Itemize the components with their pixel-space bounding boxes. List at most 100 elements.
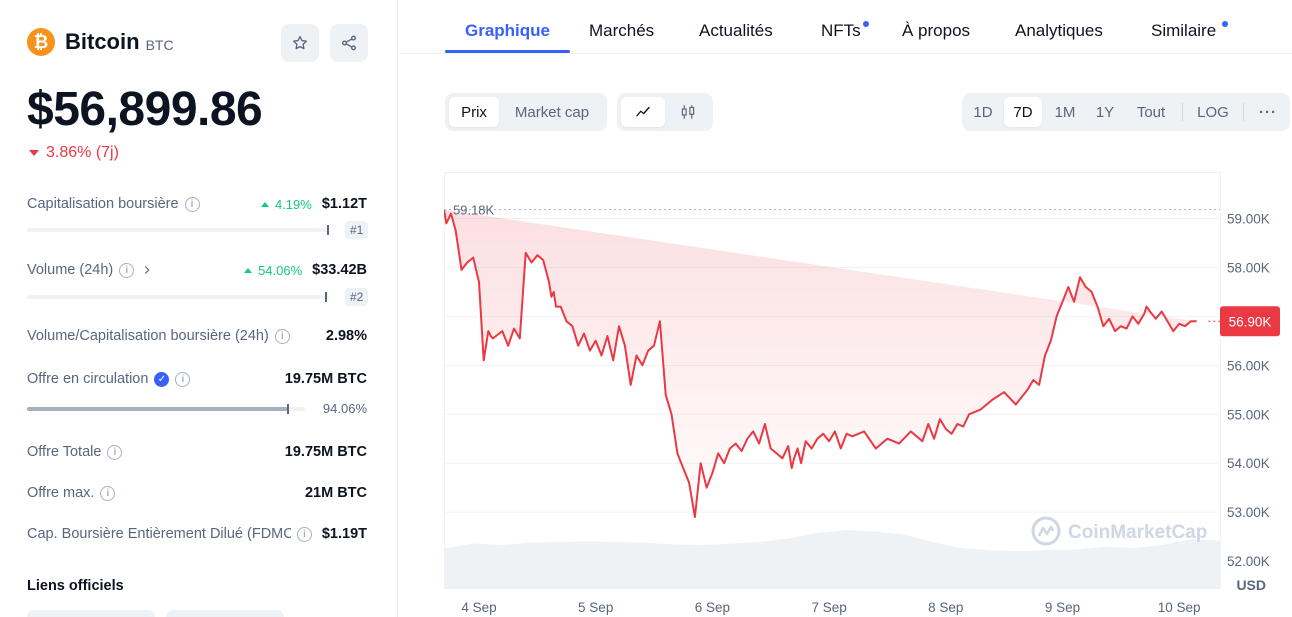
total-supply-value: 19.75M BTC bbox=[284, 444, 367, 460]
stat-label: Offre max. i bbox=[27, 485, 116, 501]
verified-check-icon: ✓ bbox=[154, 371, 170, 387]
stat-label: Offre en circulation ✓ i bbox=[27, 371, 191, 387]
circulating-supply-percent: 94.06% bbox=[322, 401, 367, 416]
divider bbox=[1182, 103, 1183, 121]
info-icon[interactable]: i bbox=[297, 526, 312, 542]
more-options-button[interactable]: ··· bbox=[1259, 103, 1277, 121]
market-cap-change: 4.19% bbox=[260, 196, 312, 212]
range-toggle: 1D 7D 1M 1Y Tout LOG ··· bbox=[962, 93, 1290, 131]
info-icon[interactable]: i bbox=[100, 485, 116, 501]
coin-header: ₿ Bitcoin BTC bbox=[27, 28, 174, 56]
range-all[interactable]: Tout bbox=[1136, 103, 1166, 121]
range-7d[interactable]: 7D bbox=[1004, 97, 1042, 127]
chart-type-toggle bbox=[617, 93, 713, 131]
tab-graphique[interactable]: Graphique bbox=[465, 21, 551, 40]
high-price-label: 59.18K bbox=[453, 203, 495, 218]
divider bbox=[1243, 103, 1244, 121]
tab-marches[interactable]: Marchés bbox=[589, 21, 655, 40]
stat-volume-mcap: Volume/Capitalisation boursière (24h) i … bbox=[27, 328, 367, 344]
stat-label-text: Capitalisation boursière bbox=[27, 196, 179, 212]
stat-label-text: Offre Totale bbox=[27, 444, 102, 460]
current-price: $56,899.86 bbox=[27, 83, 263, 136]
stat-volume: Volume (24h) i 54.06% $33.42B bbox=[27, 262, 367, 278]
volume-area bbox=[444, 530, 1220, 588]
metric-option-market-cap[interactable]: Market cap bbox=[514, 103, 590, 121]
metric-toggle: Prix Market cap bbox=[445, 93, 607, 131]
info-icon[interactable]: i bbox=[175, 371, 191, 387]
market-cap-rank: #1 bbox=[345, 221, 369, 239]
stat-label-text: Offre max. bbox=[27, 485, 95, 501]
max-supply-value: 21M BTC bbox=[304, 485, 367, 501]
down-arrow-icon bbox=[29, 150, 39, 156]
coin-symbol: BTC bbox=[145, 36, 174, 53]
tab-actualites[interactable]: Actualités bbox=[699, 21, 773, 40]
volume-mcap-value: 2.98% bbox=[325, 328, 367, 344]
official-link-pill[interactable] bbox=[27, 610, 155, 617]
price-chart-svg: 59.00K58.00K57.00K56.00K55.00K54.00K53.0… bbox=[443, 172, 1280, 615]
tab-analytiques[interactable]: Analytiques bbox=[1015, 21, 1103, 40]
bar-marker bbox=[327, 225, 329, 235]
current-price-tag bbox=[1220, 306, 1280, 337]
stat-label-text: Volume (24h) bbox=[27, 262, 114, 278]
circulating-supply-bar bbox=[27, 404, 305, 414]
x-tick-label: 4 Sep bbox=[461, 600, 496, 615]
y-tick-label: 59.00K bbox=[1227, 211, 1270, 226]
x-tick-label: 10 Sep bbox=[1158, 600, 1201, 615]
volume-change-value: 54.06% bbox=[258, 262, 303, 278]
bar-marker bbox=[325, 292, 327, 302]
stat-max-supply: Offre max. i 21M BTC bbox=[27, 485, 367, 501]
metric-option-prix[interactable]: Prix bbox=[449, 97, 499, 127]
bitcoin-logo-icon: ₿ bbox=[27, 28, 55, 56]
log-scale-toggle[interactable]: LOG bbox=[1197, 103, 1229, 121]
info-icon[interactable]: i bbox=[184, 196, 200, 212]
tab-bar: Graphique Marchés Actualités NFTs À prop… bbox=[398, 0, 1292, 54]
circulating-supply-value: 19.75M BTC bbox=[284, 371, 367, 387]
line-chart-icon bbox=[636, 106, 650, 117]
circulating-supply-fill bbox=[27, 407, 289, 411]
stat-label: Volume (24h) i bbox=[27, 262, 154, 278]
stat-fdmc: Cap. Boursière Entièrement Dilué (FDMC) … bbox=[27, 526, 367, 542]
official-links-title: Liens officiels bbox=[27, 578, 124, 594]
market-cap-bar bbox=[27, 225, 329, 235]
market-cap-change-value: 4.19% bbox=[274, 196, 312, 212]
info-icon[interactable]: i bbox=[107, 444, 123, 460]
x-tick-label: 5 Sep bbox=[578, 600, 613, 615]
tab-a-propos[interactable]: À propos bbox=[902, 21, 971, 40]
x-tick-label: 9 Sep bbox=[1045, 600, 1080, 615]
currency-label: USD bbox=[1236, 577, 1266, 593]
line-chart-button[interactable] bbox=[621, 97, 665, 127]
stat-label-text: Cap. Boursière Entièrement Dilué (FDMC) bbox=[27, 526, 291, 542]
range-1m[interactable]: 1M bbox=[1054, 103, 1076, 121]
x-tick-label: 7 Sep bbox=[811, 600, 846, 615]
stat-circulating-supply: Offre en circulation ✓ i 19.75M BTC bbox=[27, 371, 367, 387]
range-1y[interactable]: 1Y bbox=[1095, 103, 1115, 121]
candlestick-button[interactable] bbox=[667, 97, 709, 127]
stat-label: Volume/Capitalisation boursière (24h) i bbox=[27, 328, 290, 344]
plot-frame bbox=[444, 172, 1221, 589]
stat-label: Offre Totale i bbox=[27, 444, 123, 460]
stat-label-text: Offre en circulation bbox=[27, 371, 149, 387]
star-icon bbox=[293, 35, 307, 50]
up-arrow-icon bbox=[260, 201, 269, 207]
share-button[interactable] bbox=[330, 24, 368, 62]
candlestick-icon bbox=[681, 105, 695, 119]
tab-nfts[interactable]: NFTs bbox=[821, 21, 861, 40]
share-icon bbox=[342, 35, 356, 51]
price-change-value: 3.86% (7j) bbox=[46, 144, 119, 161]
watchlist-star-button[interactable] bbox=[281, 24, 319, 62]
watermark-text: CoinMarketCap bbox=[1068, 522, 1207, 543]
y-tick-label: 56.00K bbox=[1227, 358, 1270, 373]
chevron-right-icon[interactable] bbox=[140, 263, 154, 277]
new-indicator-dot bbox=[863, 21, 869, 27]
price-change: 3.86% (7j) bbox=[29, 144, 119, 162]
market-cap-value: $1.12T bbox=[321, 196, 367, 212]
range-1d[interactable]: 1D bbox=[973, 103, 993, 121]
info-icon[interactable]: i bbox=[274, 328, 290, 344]
price-chart[interactable]: 59.00K58.00K57.00K56.00K55.00K54.00K53.0… bbox=[443, 172, 1292, 617]
info-icon[interactable]: i bbox=[119, 262, 135, 278]
volume-rank: #2 bbox=[345, 288, 369, 306]
up-arrow-icon bbox=[244, 267, 253, 273]
official-link-pill[interactable] bbox=[166, 610, 284, 617]
tab-similaire[interactable]: Similaire bbox=[1151, 21, 1217, 40]
x-tick-label: 8 Sep bbox=[928, 600, 963, 615]
